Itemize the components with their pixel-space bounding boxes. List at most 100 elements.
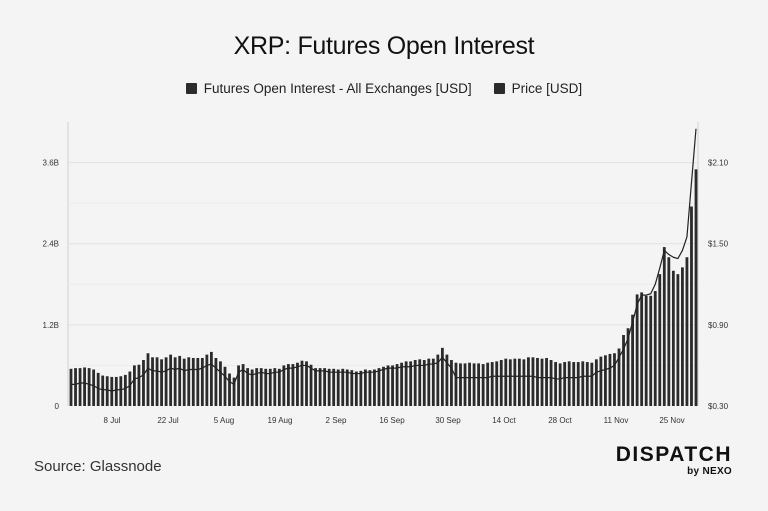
bar-open-interest (585, 362, 589, 406)
bar-open-interest (499, 360, 503, 406)
chart-title: XRP: Futures Open Interest (233, 32, 535, 60)
bar-open-interest (649, 295, 653, 406)
bar-open-interest (599, 356, 603, 406)
bar-open-interest (228, 373, 231, 406)
bar-open-interest (182, 358, 186, 406)
bar-open-interest (264, 368, 268, 406)
bar-open-interest (567, 361, 571, 406)
bar-open-interest (694, 169, 698, 406)
bar-open-interest (296, 362, 299, 406)
x-tick-label: 5 Aug (214, 416, 234, 425)
bar-open-interest (581, 361, 585, 406)
bar-open-interest (114, 376, 118, 406)
bar-open-interest (101, 375, 105, 406)
bar-open-interest (327, 368, 331, 406)
bar-open-interest (545, 357, 548, 406)
y-left-tick-label: 2.4B (43, 240, 59, 249)
brand-name: DISPATCH (615, 443, 732, 466)
bar-open-interest (531, 357, 535, 406)
bar-open-interest (681, 267, 684, 406)
bar-open-interest (314, 368, 317, 406)
bar-open-interest (554, 362, 558, 406)
bar-open-interest (418, 359, 422, 406)
bar-open-interest (345, 369, 349, 406)
bar-open-interest (142, 360, 145, 406)
bar-open-interest (363, 369, 367, 406)
bar-open-interest (454, 362, 458, 406)
x-tick-label: 14 Oct (492, 416, 516, 425)
bar-open-interest (395, 364, 399, 406)
bar-open-interest (173, 357, 177, 406)
y-left-tick-label: 3.6B (43, 159, 59, 168)
bar-open-interest (259, 368, 263, 406)
bar-open-interest (92, 369, 96, 406)
bar-open-interest (359, 370, 363, 406)
bar-open-interest (373, 369, 376, 406)
bar-open-interest (209, 351, 213, 406)
bar-open-interest (495, 361, 499, 406)
bar-open-interest (74, 368, 77, 406)
bar-open-interest (540, 358, 544, 406)
bar-open-interest (490, 362, 494, 406)
bar-open-interest (69, 368, 73, 406)
legend-swatch-open-interest (185, 83, 197, 94)
bar-open-interest (409, 361, 413, 406)
bar-open-interest (232, 377, 236, 406)
bar-open-interest (341, 368, 345, 406)
x-tick-label: 16 Sep (379, 416, 405, 425)
bar-open-interest (613, 353, 616, 406)
bar-open-interest (187, 357, 191, 406)
bar-open-interest (196, 357, 200, 406)
bar-open-interest (626, 328, 630, 406)
bar-open-interest (309, 364, 313, 406)
bar-open-interest (146, 353, 150, 406)
bar-open-interest (318, 368, 322, 406)
bar-open-interest (549, 360, 553, 406)
y-right-tick-label: $0.90 (708, 321, 729, 330)
bar-open-interest (413, 360, 417, 406)
bar-open-interest (277, 368, 281, 406)
x-tick-label: 11 Nov (604, 416, 629, 425)
x-tick-label: 30 Sep (435, 416, 461, 425)
bar-open-interest (377, 368, 381, 406)
bar-open-interest (653, 291, 657, 406)
bar-open-interest (622, 335, 625, 406)
bar-open-interest (604, 355, 607, 406)
x-tick-label: 19 Aug (268, 416, 293, 425)
bar-open-interest (83, 367, 86, 406)
bar-open-interest (517, 358, 521, 406)
bar-open-interest (635, 294, 639, 406)
bar-open-interest (590, 362, 594, 406)
x-tick-label: 8 Jul (104, 416, 121, 425)
bar-open-interest (219, 361, 222, 406)
bar-open-interest (608, 353, 612, 406)
bar-open-interest (350, 370, 354, 406)
bar-open-interest (178, 355, 182, 406)
bar-open-interest (404, 361, 408, 406)
bar-open-interest (468, 362, 471, 406)
x-tick-label: 28 Oct (548, 416, 572, 425)
bar-open-interest (513, 358, 517, 406)
bar-open-interest (676, 274, 680, 406)
bar-open-interest (250, 369, 254, 406)
bar-open-interest (522, 359, 526, 406)
x-tick-label: 2 Sep (326, 416, 347, 425)
bar-open-interest (472, 363, 476, 406)
bar-open-interest (667, 257, 671, 406)
bar-open-interest (671, 270, 675, 406)
bar-open-interest (386, 365, 390, 406)
brand-sub: by NEXO (687, 466, 732, 477)
bar-open-interest (536, 357, 539, 406)
bar-open-interest (617, 348, 621, 406)
bar-open-interest (87, 368, 91, 406)
bar-open-interest (504, 358, 508, 406)
legend-label-open-interest: Futures Open Interest - All Exchanges [U… (203, 81, 472, 96)
bar-open-interest (400, 362, 404, 406)
bar-open-interest (214, 357, 218, 406)
bar-open-interest (354, 371, 358, 406)
legend-swatch-price (493, 83, 505, 94)
bar-open-interest (594, 359, 598, 406)
bar-open-interest (572, 362, 576, 406)
bar-open-interest (151, 357, 154, 406)
